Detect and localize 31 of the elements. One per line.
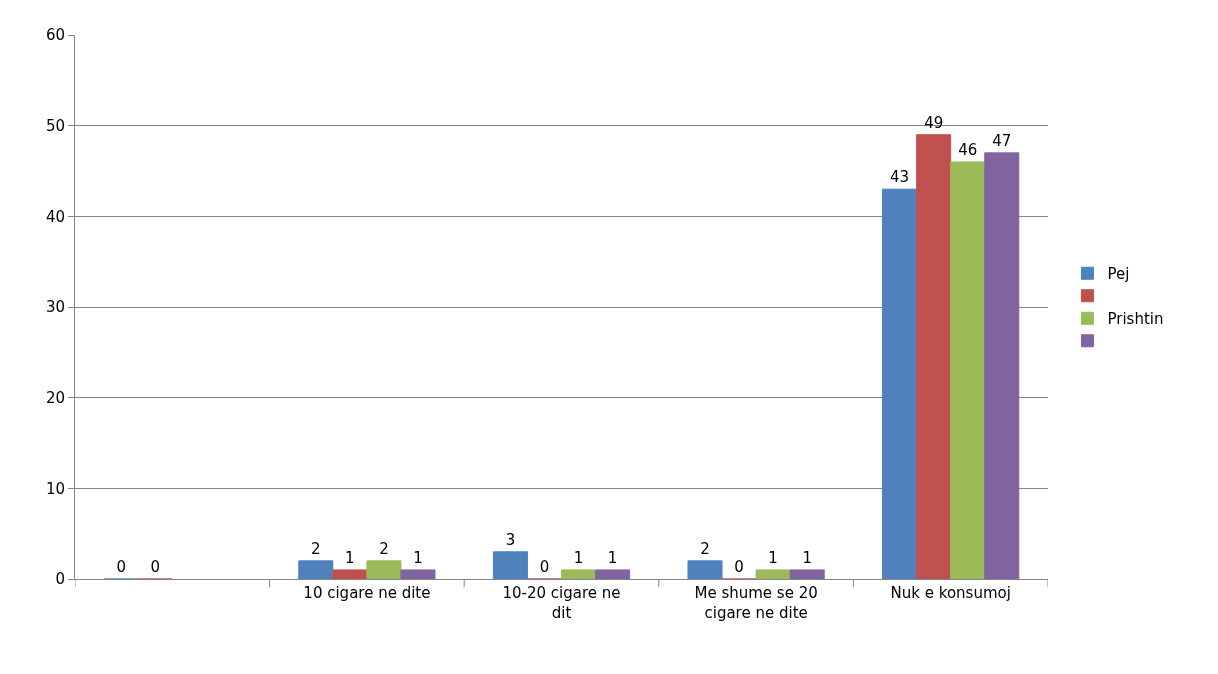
data-label: 47 — [992, 131, 1012, 150]
data-label: 1 — [413, 548, 423, 567]
data-label: 2 — [311, 539, 321, 558]
data-label: 1 — [345, 548, 355, 567]
x-tick-label: 10-20 cigare ne dit — [502, 584, 621, 622]
data-label: 1 — [573, 548, 584, 567]
data-label: 1 — [607, 548, 618, 567]
y-tick-label: 50 — [45, 116, 65, 135]
data-label: 1 — [802, 548, 812, 567]
y-tick-label: 20 — [45, 388, 65, 407]
y-tick-label: 0 — [55, 570, 65, 589]
legend-label: Prishtin — [1107, 310, 1164, 329]
x-tick-label: Me shume se 20 cigare ne dite — [694, 584, 818, 622]
legend-label: Pej — [1107, 265, 1130, 284]
data-label: 1 — [768, 548, 778, 567]
data-label: 0 — [734, 558, 744, 576]
data-label: 49 — [924, 113, 944, 132]
data-label: 3 — [505, 530, 516, 549]
data-label: 2 — [700, 539, 710, 558]
x-tick-label: 10 cigare ne dite — [303, 584, 431, 602]
data-label: 0 — [116, 558, 126, 576]
data-label: 43 — [890, 168, 910, 187]
data-label: 0 — [150, 558, 161, 576]
data-label: 2 — [379, 539, 389, 558]
y-tick-label: 40 — [45, 207, 65, 226]
x-tick-label: Nuk e konsumoj — [890, 584, 1011, 602]
y-tick-label: 30 — [45, 298, 65, 317]
data-label: 0 — [539, 558, 550, 576]
data-label: 46 — [958, 140, 978, 159]
y-tick-label: 60 — [45, 26, 65, 45]
y-tick-label: 10 — [45, 479, 65, 498]
